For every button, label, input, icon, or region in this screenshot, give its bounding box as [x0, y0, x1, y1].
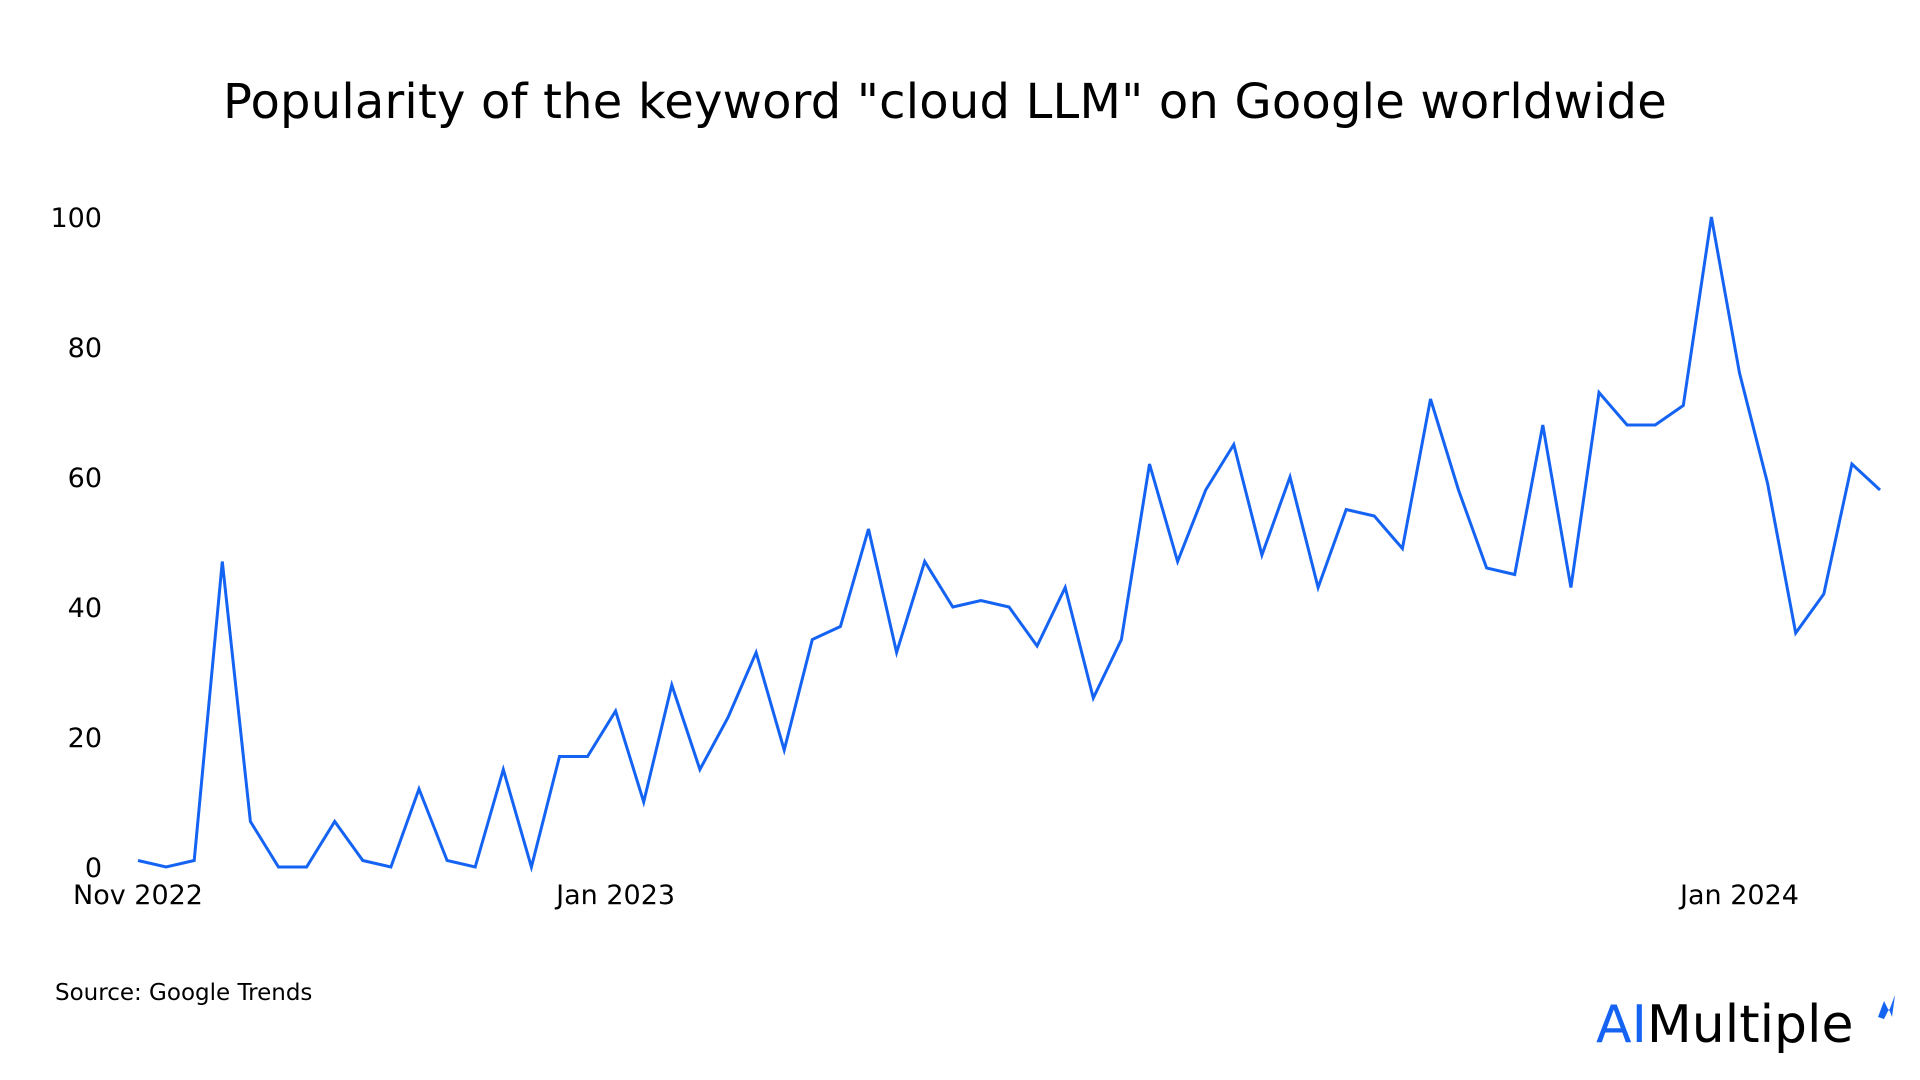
y-tick-label-3: 60 [68, 463, 102, 494]
y-tick-label-0: 0 [85, 853, 102, 884]
logo-multiple-text: Multiple [1646, 995, 1854, 1055]
y-tick-label-2: 40 [68, 593, 102, 624]
logo-mark-icon [1878, 995, 1895, 1019]
source-note: Source: Google Trends [55, 980, 313, 1006]
x-tick-label-2: Jan 2024 [1678, 880, 1799, 911]
x-tick-label-1: Jan 2023 [554, 880, 675, 911]
aimultiple-logo: AIMultiple [1596, 995, 1896, 1065]
y-tick-label-4: 80 [68, 333, 102, 364]
series-line [137, 216, 1882, 873]
chart-title: Popularity of the keyword "cloud LLM" on… [223, 74, 1667, 130]
y-tick-label-5: 100 [50, 203, 102, 234]
logo-ai-text: AI [1596, 995, 1647, 1055]
y-tick-label-1: 20 [68, 723, 102, 754]
logo-wordmark: AIMultiple [1596, 995, 1853, 1055]
x-tick-label-0: Nov 2022 [73, 880, 203, 911]
